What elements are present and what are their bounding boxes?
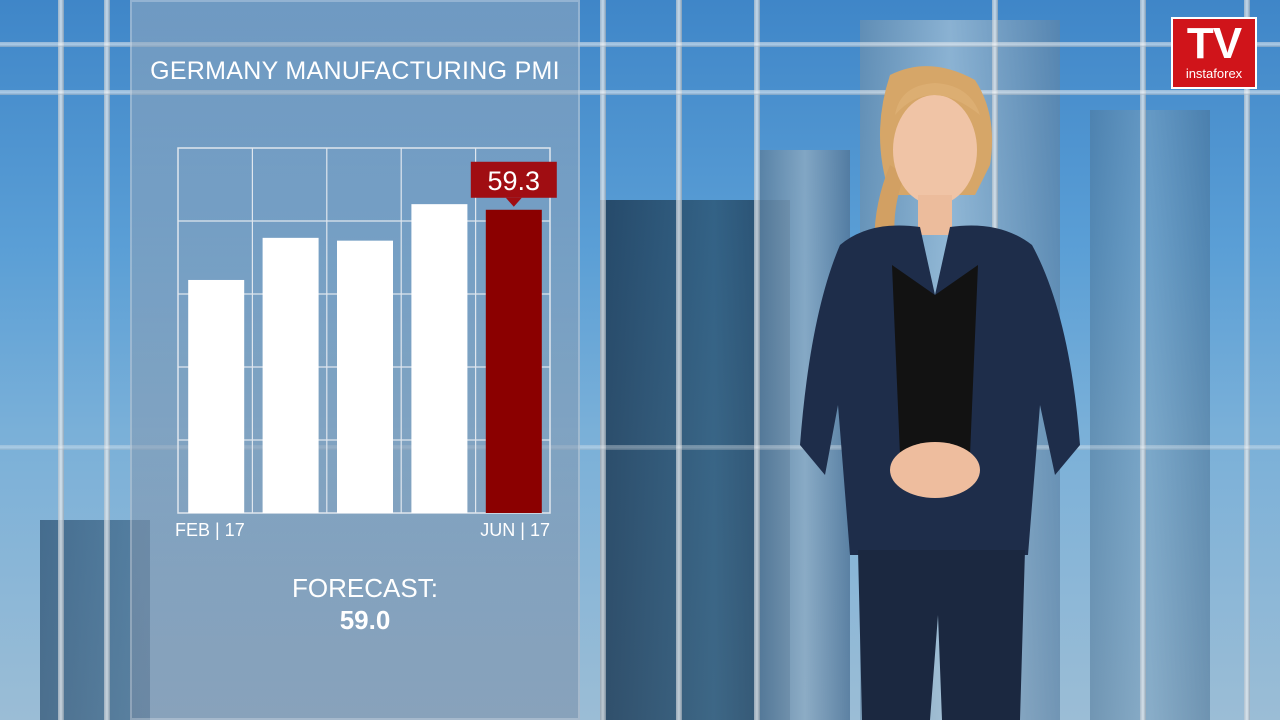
value-callout-pointer	[505, 197, 522, 207]
value-callout-text: 59.3	[488, 166, 541, 196]
chart-title: GERMANY MANUFACTURING PMI	[150, 57, 560, 85]
bar	[188, 279, 245, 513]
skyscraper	[1090, 110, 1210, 720]
value-callout-box	[470, 161, 557, 198]
bar	[411, 204, 468, 513]
chart-labels: 59.3 FEB | 17 JUN | 17	[175, 161, 557, 540]
x-tick-label: FEB | 17	[175, 520, 245, 540]
bar	[262, 237, 319, 513]
bar-highlighted	[485, 209, 542, 513]
chart-bars	[188, 204, 542, 513]
presenter-figure	[800, 66, 1080, 720]
logo-sub-text: instaforex	[1185, 66, 1243, 81]
bar	[337, 240, 393, 513]
logo-main-text: TV	[1186, 19, 1242, 68]
x-tick-label: JUN | 17	[480, 520, 550, 540]
forecast-value: 59.0	[339, 605, 391, 635]
forecast-label: FORECAST:	[292, 573, 438, 603]
tv-instaforex-logo: TV instaforex	[1171, 17, 1257, 89]
